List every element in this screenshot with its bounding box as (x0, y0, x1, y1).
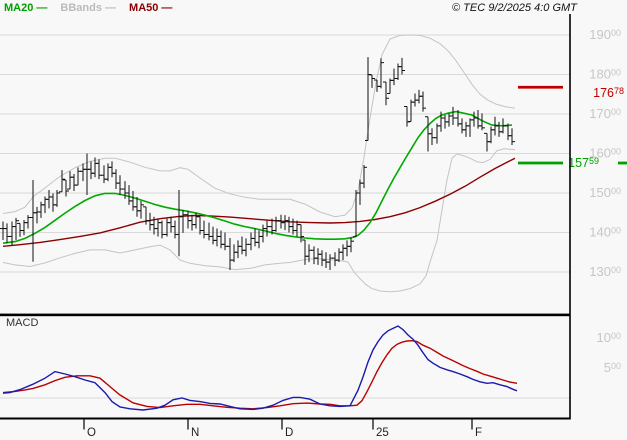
macd-axis-label: 500 (604, 360, 621, 375)
month-label: 25 (376, 427, 389, 439)
indicator-legend: MA20— BBands — MA50— (4, 2, 182, 14)
x-axis-ticks: O N D 25 F (83, 418, 482, 439)
price-axis-label: 13000 (589, 264, 621, 279)
price-axis-label: 14000 (589, 225, 621, 240)
ma20-line (2, 110, 513, 244)
bollinger-upper-band (2, 34, 516, 218)
price-axis-label: 15000 (589, 185, 621, 200)
macd-line (2, 325, 518, 411)
ma50-line (2, 157, 516, 247)
ma20-line-swatch: — (36, 2, 48, 14)
price-axis-label: 19000 (589, 27, 621, 42)
ma50-line-swatch: — (161, 2, 173, 14)
price-axis-label: 17000 (589, 106, 621, 121)
legend-item-ma50: MA50— (129, 2, 172, 14)
legend-label-bbands: BBands (60, 2, 102, 14)
legend-label-ma20: MA20 (4, 2, 34, 14)
chart-timestamp: © TEC 9/2/2025 4:0 GMT (452, 2, 577, 14)
legend-label-ma50: MA50 (129, 2, 159, 14)
month-label: F (475, 427, 482, 439)
bollinger-lower-band (2, 148, 516, 293)
month-label: N (191, 427, 199, 439)
month-label: D (285, 427, 293, 439)
macd-axis-label: 1000 (597, 330, 621, 345)
macd-panel-label: MACD (6, 317, 39, 329)
legend-item-bbands: BBands — (60, 2, 116, 14)
price-axis-label: 18000 (589, 67, 621, 82)
price-gridlines (0, 34, 570, 273)
level-price-label: 15759 (568, 156, 599, 170)
level-price-label: 17678 (593, 86, 624, 100)
panel-frame (0, 14, 571, 420)
macd-signal-line (2, 339, 518, 410)
ohlc-bars (0, 57, 515, 271)
price-axis-label: 16000 (589, 146, 621, 161)
legend-item-ma20: MA20— (4, 2, 47, 14)
month-label: O (87, 427, 96, 439)
bbands-line-swatch: — (104, 2, 116, 14)
